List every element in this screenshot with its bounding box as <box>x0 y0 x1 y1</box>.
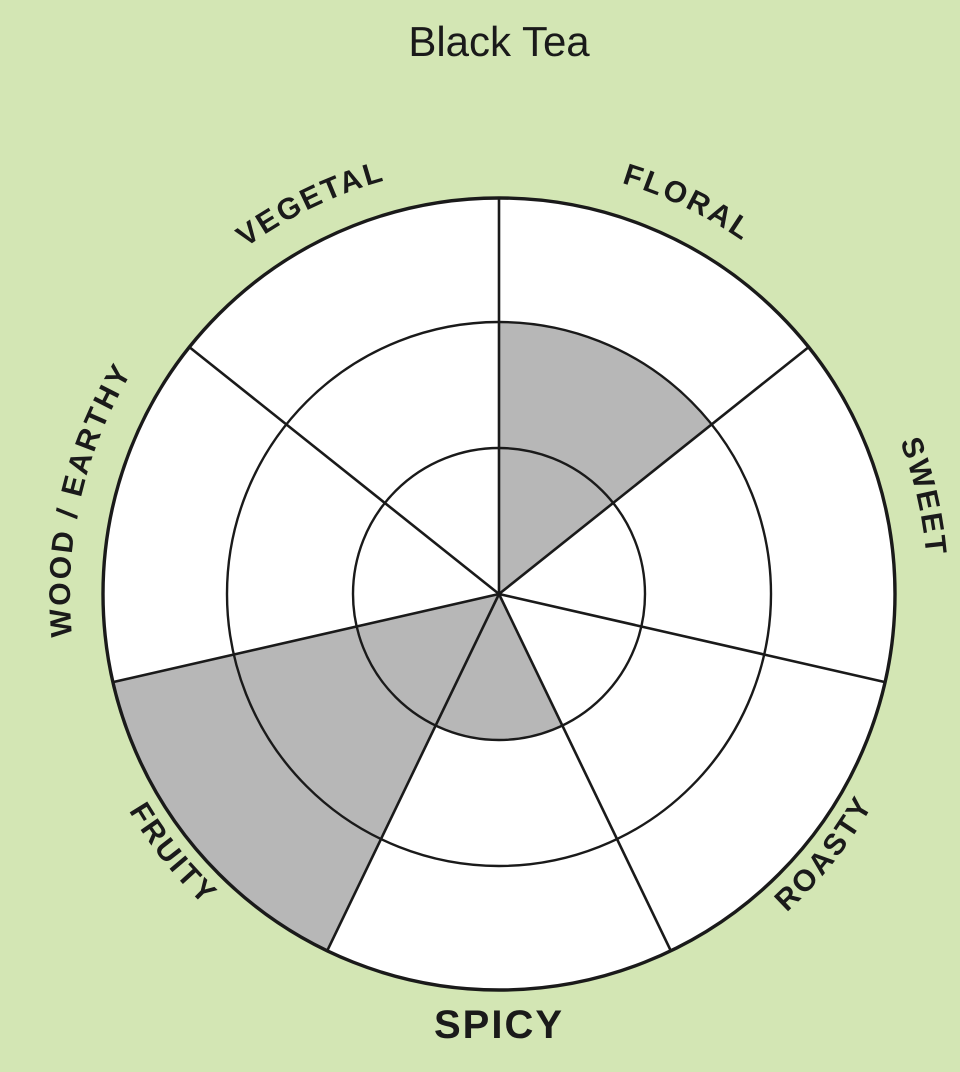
svg-text:Black Tea: Black Tea <box>408 18 590 65</box>
svg-text:SPICY: SPICY <box>434 1003 564 1047</box>
